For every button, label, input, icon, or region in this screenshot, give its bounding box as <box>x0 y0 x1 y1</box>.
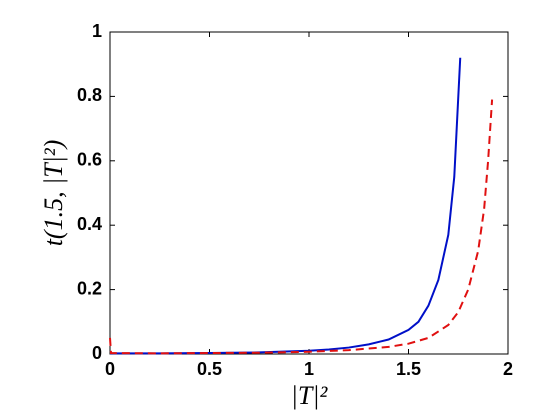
x-axis-label: |T|² <box>291 381 329 410</box>
y-tick-label: 0.6 <box>77 150 102 170</box>
x-tick-label: 1.5 <box>396 359 421 379</box>
plot-box <box>109 31 509 355</box>
x-tick-label: 0 <box>105 359 115 379</box>
data-line <box>110 57 462 355</box>
y-tick-label: 0 <box>92 343 102 363</box>
y-axis-label: t(1.5, |T|²) <box>39 140 68 247</box>
x-tick-label: 0.5 <box>197 359 222 379</box>
y-tick-label: 0.2 <box>77 278 102 298</box>
x-tick-label: 2 <box>503 359 513 379</box>
y-tick-label: 0.4 <box>77 214 102 234</box>
y-tick-label: 1 <box>92 21 102 41</box>
y-tick-label: 0.8 <box>77 85 102 105</box>
data-line <box>109 99 494 355</box>
x-tick-label: 1 <box>304 359 314 379</box>
